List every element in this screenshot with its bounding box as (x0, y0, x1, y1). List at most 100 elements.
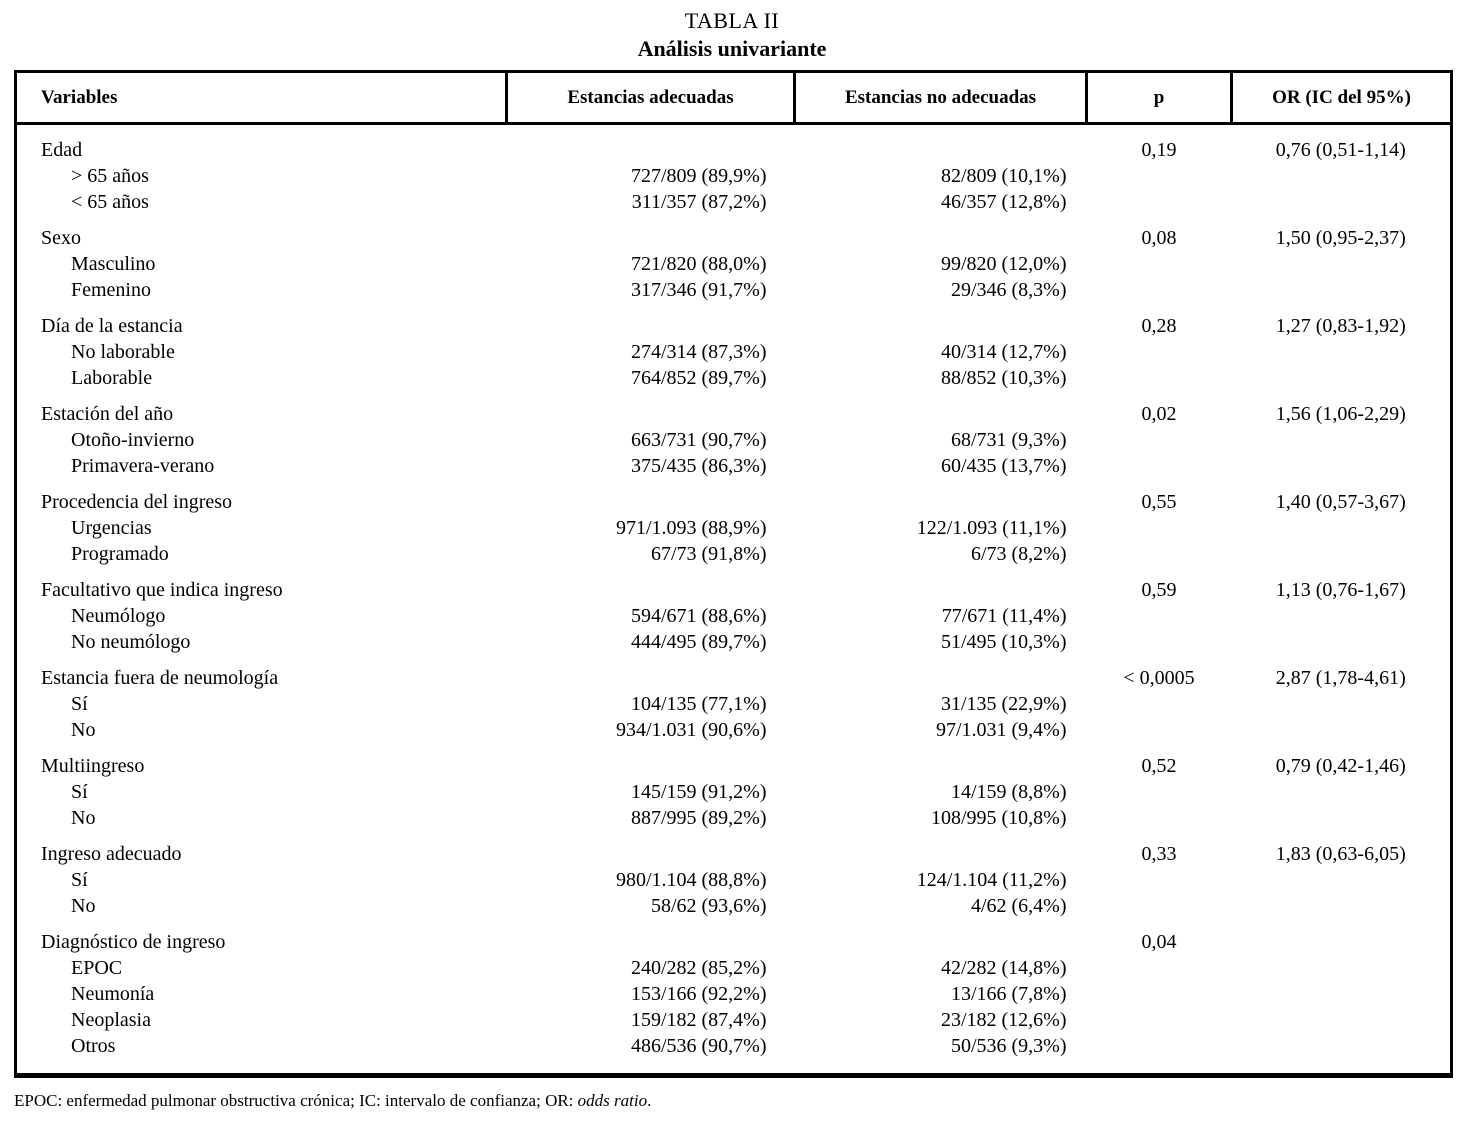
or-cell-empty (1232, 779, 1452, 805)
title-block: TABLA II Análisis univariante (0, 0, 1464, 62)
header-row: Variables Estancias adecuadas Estancias … (15, 71, 1452, 125)
or-value: 1,50 (0,95-2,37) (1275, 227, 1406, 249)
category-row: Otros 486/536 (90,7%) 50/536 (9,3%) (16, 1033, 1452, 1076)
category-row: No neumólogo 444/495 (89,7%) 51/495 (10,3%… (16, 629, 1452, 655)
category-label: Primavera-verano (71, 455, 215, 477)
category-label: No neumólogo (71, 631, 191, 653)
p-cell-empty (1087, 339, 1232, 365)
adequate-value: 764/852 (89,7%) (630, 367, 767, 389)
not-adequate-value: 46/357 (12,8%) (940, 191, 1067, 213)
adequate-cell-empty (507, 831, 795, 867)
variable-group-row: Estación del año 0,02 1,56 (1,06-2,29) (16, 391, 1452, 427)
variable-name: Día de la estancia (41, 315, 183, 337)
variable-group-row: Día de la estancia 0,28 1,27 (0,83-1,92) (16, 303, 1452, 339)
category-row: No 58/62 (93,6%) 4/62 (6,4%) (16, 893, 1452, 919)
p-value: 0,33 (1141, 843, 1177, 865)
or-value: 0,79 (0,42-1,46) (1275, 755, 1406, 777)
p-value: 0,28 (1141, 315, 1177, 337)
p-cell-empty (1087, 365, 1232, 391)
category-row: No 887/995 (89,2%) 108/995 (10,8%) (16, 805, 1452, 831)
category-label: Neumólogo (71, 605, 166, 627)
not-adequate-value: 108/995 (10,8%) (930, 807, 1067, 829)
adequate-value: 240/282 (85,2%) (630, 957, 767, 979)
not-adequate-value: 42/282 (14,8%) (940, 957, 1067, 979)
or-cell-empty (1232, 339, 1452, 365)
variable-group-row: Multiingreso 0,52 0,79 (0,42-1,46) (16, 743, 1452, 779)
table-body: Edad 0,19 0,76 (0,51-1,14) > 65 años 727/809… (16, 124, 1452, 1076)
or-cell-empty (1232, 691, 1452, 717)
variable-group-row: Ingreso adecuado 0,33 1,83 (0,63-6,05) (16, 831, 1452, 867)
p-value: 0,55 (1141, 491, 1177, 513)
not-adequate-cell-empty (795, 655, 1087, 691)
table-header: Variables Estancias adecuadas Estancias … (15, 71, 1452, 125)
adequate-cell-empty (507, 215, 795, 251)
variable-name: Procedencia del ingreso (41, 491, 233, 513)
p-cell-empty (1087, 277, 1232, 303)
or-cell-empty (1232, 251, 1452, 277)
variable-group-row: Sexo 0,08 1,50 (0,95-2,37) (16, 215, 1452, 251)
category-label: Urgencias (71, 517, 152, 539)
category-label: > 65 años (71, 165, 149, 187)
adequate-value: 153/166 (92,2%) (630, 983, 767, 1005)
not-adequate-cell-empty (795, 124, 1087, 164)
or-value: 2,87 (1,78-4,61) (1275, 667, 1406, 689)
p-cell-empty (1087, 717, 1232, 743)
or-cell-empty (1232, 163, 1452, 189)
not-adequate-value: 13/166 (7,8%) (950, 983, 1067, 1005)
category-label: No (71, 807, 96, 829)
not-adequate-value: 88/852 (10,3%) (940, 367, 1067, 389)
not-adequate-value: 31/135 (22,9%) (940, 693, 1067, 715)
not-adequate-value: 124/1.104 (11,2%) (916, 869, 1067, 891)
or-cell-empty (1232, 867, 1452, 893)
category-row: Neoplasia 159/182 (87,4%) 23/182 (12,6%) (16, 1007, 1452, 1033)
category-row: Sí 980/1.104 (88,8%) 124/1.104 (11,2%) (16, 867, 1452, 893)
adequate-cell-empty (507, 655, 795, 691)
category-row: Laborable 764/852 (89,7%) 88/852 (10,3%) (16, 365, 1452, 391)
variable-name: Facultativo que indica ingreso (41, 579, 283, 601)
category-label: Otros (71, 1035, 116, 1057)
column-header-p: p (1086, 71, 1233, 125)
or-cell-empty (1232, 955, 1452, 981)
p-cell-empty (1087, 453, 1232, 479)
p-value: 0,02 (1141, 403, 1177, 425)
category-label: < 65 años (71, 191, 149, 213)
not-adequate-cell-empty (795, 743, 1087, 779)
not-adequate-value: 122/1.093 (11,1%) (916, 517, 1067, 539)
or-cell-empty (1232, 717, 1452, 743)
or-value: 1,83 (0,63-6,05) (1275, 843, 1406, 865)
p-cell-empty (1087, 251, 1232, 277)
not-adequate-value: 82/809 (10,1%) (940, 165, 1067, 187)
category-row: Sí 104/135 (77,1%) 31/135 (22,9%) (16, 691, 1452, 717)
p-value: 0,04 (1141, 931, 1177, 953)
variable-group-row: Facultativo que indica ingreso 0,59 1,13 (… (16, 567, 1452, 603)
category-row: Neumonía 153/166 (92,2%) 13/166 (7,8%) (16, 981, 1452, 1007)
or-cell-empty (1232, 1007, 1452, 1033)
category-label: Otoño-invierno (71, 429, 195, 451)
footnote: EPOC: enfermedad pulmonar obstructiva cr… (14, 1090, 1464, 1112)
not-adequate-cell-empty (795, 303, 1087, 339)
not-adequate-value: 77/671 (11,4%) (941, 605, 1067, 627)
not-adequate-cell-empty (795, 567, 1087, 603)
category-label: No laborable (71, 341, 175, 363)
or-cell-empty (1232, 629, 1452, 655)
not-adequate-value: 99/820 (12,0%) (940, 253, 1067, 275)
category-label: Neumonía (71, 983, 155, 1005)
adequate-cell-empty (507, 479, 795, 515)
p-cell-empty (1087, 629, 1232, 655)
category-row: Otoño-invierno 663/731 (90,7%) 68/731 (9,3… (16, 427, 1452, 453)
p-cell-empty (1087, 779, 1232, 805)
or-cell-empty (1232, 427, 1452, 453)
column-header-variables: Variables (15, 71, 508, 125)
adequate-value: 375/435 (86,3%) (630, 455, 767, 477)
p-value: < 0,0005 (1123, 667, 1195, 689)
category-label: Masculino (71, 253, 156, 275)
adequate-cell-empty (507, 303, 795, 339)
not-adequate-value: 51/495 (10,3%) (940, 631, 1067, 653)
category-row: Masculino 721/820 (88,0%) 99/820 (12,0%) (16, 251, 1452, 277)
category-row: No 934/1.031 (90,6%) 97/1.031 (9,4%) (16, 717, 1452, 743)
adequate-value: 159/182 (87,4%) (630, 1009, 767, 1031)
or-cell-empty (1232, 981, 1452, 1007)
p-value: 0,52 (1141, 755, 1177, 777)
variable-name: Multiingreso (41, 755, 145, 777)
